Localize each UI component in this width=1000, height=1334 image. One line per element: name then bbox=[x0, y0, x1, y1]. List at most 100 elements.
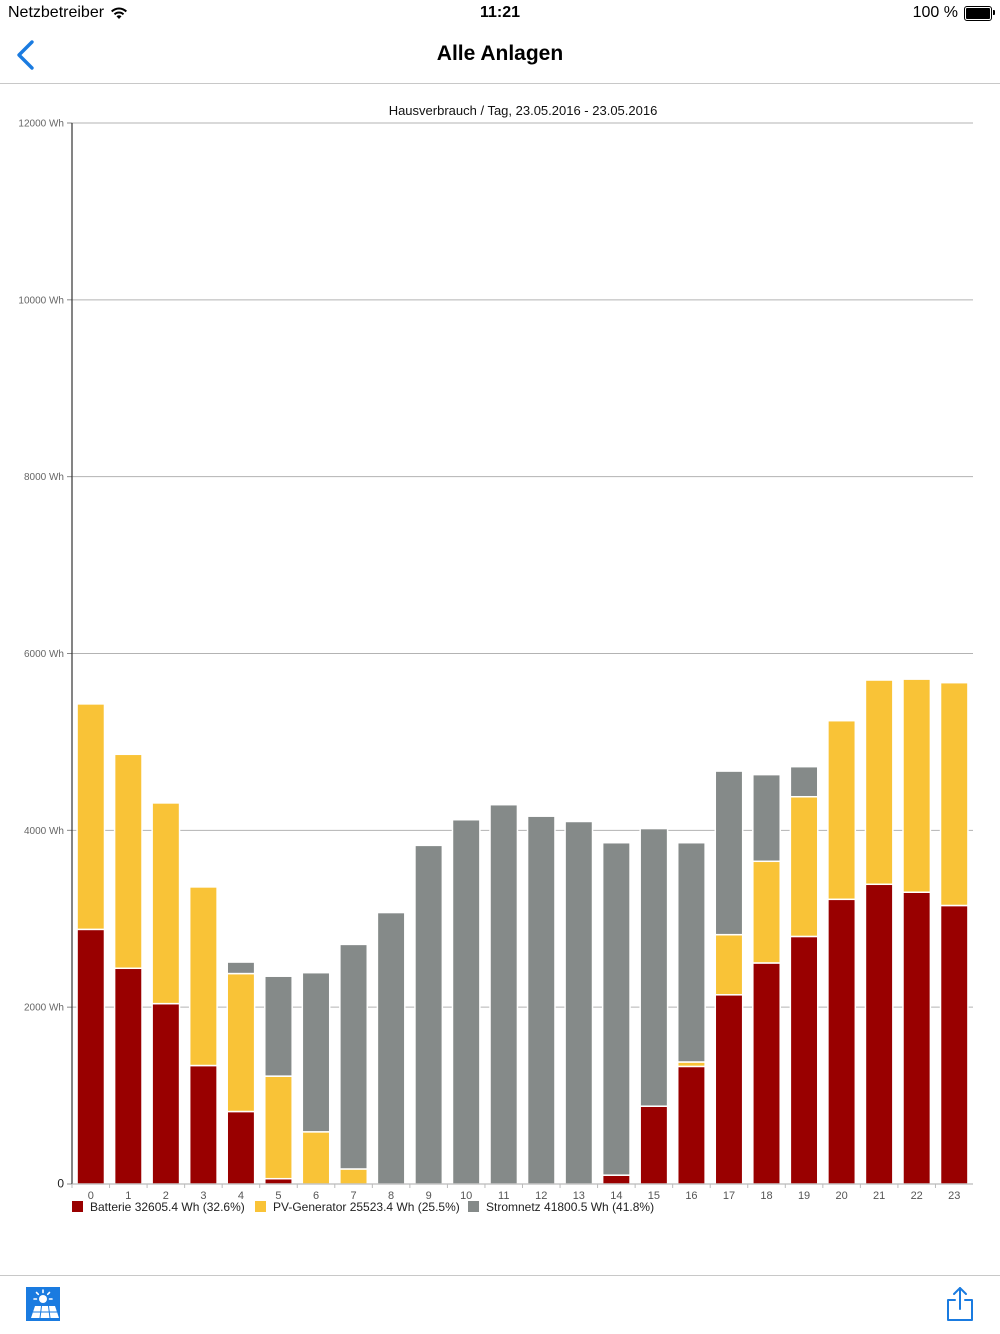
battery-indicator: 100 % bbox=[912, 4, 995, 22]
bar-segment bbox=[714, 933, 744, 996]
bar-segment bbox=[264, 1075, 293, 1180]
bar-segment bbox=[676, 841, 706, 1063]
bar-segment bbox=[113, 753, 143, 970]
wifi-icon bbox=[111, 7, 128, 19]
bar-segment bbox=[827, 898, 857, 1185]
x-tick-label: 19 bbox=[798, 1190, 810, 1202]
y-tick-label: 12000 Wh bbox=[18, 119, 64, 130]
bar-segment bbox=[789, 765, 819, 798]
consumption-chart: Hausverbrauch / Tag, 23.05.2016 - 23.05.… bbox=[18, 103, 973, 1214]
bar-segment bbox=[714, 994, 744, 1185]
y-tick-label: 4000 Wh bbox=[24, 826, 64, 837]
y-tick-label: 2000 Wh bbox=[24, 1003, 64, 1014]
carrier-label: Netzbetreiber bbox=[8, 4, 105, 21]
x-tick-label: 5 bbox=[275, 1190, 281, 1202]
x-tick-label: 16 bbox=[685, 1190, 697, 1202]
bar-segment bbox=[489, 803, 519, 1185]
bar-segment bbox=[902, 678, 932, 893]
bar-segment bbox=[601, 841, 631, 1176]
bar-segment bbox=[151, 1002, 181, 1185]
x-tick-label: 6 bbox=[313, 1190, 319, 1202]
x-tick-label: 9 bbox=[426, 1190, 432, 1202]
bar-segment bbox=[714, 770, 744, 936]
x-tick-label: 7 bbox=[351, 1190, 357, 1202]
legend-label: PV-Generator 25523.4 Wh (25.5%) bbox=[273, 1200, 460, 1214]
bar-segment bbox=[789, 795, 819, 938]
legend-swatch bbox=[255, 1201, 266, 1212]
bar-segment bbox=[113, 967, 143, 1185]
chart-container: Hausverbrauch / Tag, 23.05.2016 - 23.05.… bbox=[0, 84, 1000, 1274]
x-tick-label: 11 bbox=[498, 1190, 509, 1202]
bar-segment bbox=[76, 703, 106, 931]
status-bar: Netzbetreiber 11:21 100 % bbox=[0, 0, 1000, 28]
solar-app-button[interactable] bbox=[26, 1287, 60, 1321]
x-tick-label: 20 bbox=[835, 1190, 847, 1202]
bar-segment bbox=[264, 975, 293, 1077]
y-tick-label: 6000 Wh bbox=[24, 649, 64, 660]
battery-icon bbox=[964, 5, 995, 21]
bar-segment bbox=[827, 719, 857, 901]
x-tick-label: 15 bbox=[648, 1190, 660, 1202]
bar-segment bbox=[451, 818, 481, 1185]
bar-segment bbox=[601, 1174, 631, 1185]
x-tick-label: 3 bbox=[200, 1190, 206, 1202]
bar-segment bbox=[76, 928, 106, 1185]
x-tick-label: 0 bbox=[88, 1190, 94, 1202]
solar-panel-icon bbox=[26, 1287, 60, 1321]
back-button[interactable] bbox=[12, 38, 42, 72]
x-tick-label: 14 bbox=[610, 1190, 622, 1202]
bar-segment bbox=[864, 883, 894, 1185]
legend-swatch bbox=[72, 1201, 83, 1212]
y-tick-label: 10000 Wh bbox=[18, 295, 64, 306]
legend-swatch bbox=[468, 1201, 479, 1212]
bar-segment bbox=[339, 1168, 369, 1185]
battery-label: 100 % bbox=[912, 4, 958, 21]
bar-segment bbox=[414, 844, 444, 1185]
bar-segment bbox=[226, 961, 256, 975]
x-tick-label: 4 bbox=[238, 1190, 244, 1202]
x-tick-label: 23 bbox=[948, 1190, 960, 1202]
share-button[interactable] bbox=[946, 1286, 974, 1322]
x-tick-label: 10 bbox=[460, 1190, 472, 1202]
bar-segment bbox=[301, 1131, 331, 1185]
bar-segment bbox=[939, 904, 969, 1185]
page-title: Alle Anlagen bbox=[436, 42, 564, 65]
bar-segment bbox=[301, 971, 331, 1133]
legend-label: Batterie 32605.4 Wh (32.6%) bbox=[90, 1200, 245, 1214]
bottom-toolbar bbox=[0, 1275, 1000, 1334]
x-tick-label: 18 bbox=[760, 1190, 772, 1202]
bar-segment bbox=[376, 911, 406, 1185]
bar-segment bbox=[226, 972, 256, 1113]
x-tick-label: 2 bbox=[163, 1190, 169, 1202]
clock-label: 11:21 bbox=[479, 4, 521, 21]
legend: Batterie 32605.4 Wh (32.6%) PV-Generator … bbox=[72, 1200, 654, 1214]
bar-segment bbox=[752, 773, 781, 863]
x-tick-label: 13 bbox=[573, 1190, 585, 1202]
bar-segment bbox=[151, 802, 181, 1005]
bar-segment bbox=[789, 935, 819, 1185]
bar-segment bbox=[639, 1105, 669, 1185]
bar-segment bbox=[639, 827, 669, 1107]
x-tick-label: 1 bbox=[125, 1190, 131, 1202]
y-tick-label: 8000 Wh bbox=[24, 472, 64, 483]
bar-segment bbox=[939, 681, 969, 907]
legend-label: Stromnetz 41800.5 Wh (41.8%) bbox=[486, 1200, 654, 1214]
bar-segment bbox=[226, 1110, 256, 1185]
bar-segment bbox=[864, 679, 894, 886]
carrier-indicator: Netzbetreiber bbox=[8, 4, 128, 22]
x-tick-label: 17 bbox=[723, 1190, 735, 1202]
bar-segment bbox=[188, 886, 218, 1067]
x-tick-label: 12 bbox=[535, 1190, 547, 1202]
bar-segment bbox=[564, 820, 594, 1185]
x-tick-label: 22 bbox=[911, 1190, 923, 1202]
y-tick-label: 0 bbox=[57, 1177, 64, 1191]
bar-segment bbox=[676, 1065, 706, 1185]
share-icon bbox=[947, 1287, 973, 1321]
chart-title: Hausverbrauch / Tag, 23.05.2016 - 23.05.… bbox=[389, 103, 658, 118]
bars bbox=[76, 678, 969, 1185]
bar-segment bbox=[264, 1177, 293, 1185]
bar-segment bbox=[902, 891, 932, 1185]
bar-segment bbox=[752, 860, 781, 964]
navigation-bar: Alle Anlagen bbox=[0, 28, 1000, 84]
